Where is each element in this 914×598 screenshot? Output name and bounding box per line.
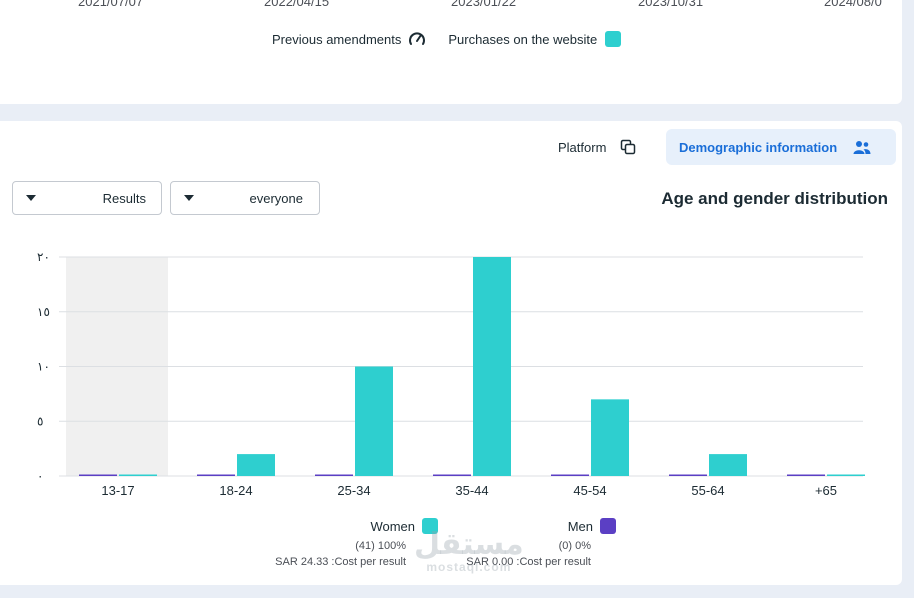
y-tick-label: ٢٠ [37, 250, 50, 264]
tab-demographic-information[interactable]: Demographic information [666, 129, 896, 165]
caret-down-icon [184, 195, 194, 201]
legend-women[interactable]: Women (41) 100% SAR 24.33 :Cost per resu… [268, 518, 438, 570]
x-tick-label: +65 [815, 483, 837, 498]
watermark-arabic: مستقل [414, 528, 524, 561]
bar-men [669, 474, 707, 476]
women-swatch [422, 518, 438, 534]
bar-men [315, 474, 353, 476]
bar-men [551, 474, 589, 476]
y-tick-label: ٥ [37, 414, 43, 428]
chart-title: Age and gender distribution [661, 189, 888, 208]
legend-label: Purchases on the website [448, 31, 598, 47]
people-icon [853, 141, 871, 154]
legend-men[interactable]: Men (0) 0% SAR 0.00 :Cost per result [456, 518, 626, 570]
legend-count: (0) 0% [558, 540, 591, 552]
caret-down-icon [26, 195, 36, 201]
bar-men [197, 474, 235, 476]
date-label: 2023/01/22 [451, 0, 517, 9]
purchases-swatch [605, 31, 622, 47]
men-swatch [600, 518, 616, 534]
bar-women [237, 454, 275, 476]
dropdown-value: everyone [249, 191, 303, 206]
legend-label: Women [370, 518, 415, 534]
copy-icon [621, 139, 636, 155]
date-label: 2024/08/0 [824, 0, 882, 9]
tab-label: Platform [558, 139, 607, 155]
metric-dropdown[interactable]: Results [12, 181, 162, 215]
bar-women [355, 366, 393, 476]
x-axis-dates: 2021/07/07 2022/04/15 2023/01/22 2023/10… [0, 0, 902, 10]
bar-women [119, 474, 157, 476]
tab-platform[interactable]: Platform [558, 139, 636, 155]
legend-cost: SAR 0.00 :Cost per result [466, 556, 591, 568]
x-tick-label: 55-64 [691, 483, 724, 498]
bar-women [473, 257, 511, 476]
x-tick-label: 45-54 [573, 483, 606, 498]
bar-women [709, 454, 747, 476]
x-tick-label: 25-34 [337, 483, 370, 498]
audience-dropdown[interactable]: everyone [170, 181, 320, 215]
age-gender-bar-chart: ٠ ٥ ١٠ ١٥ ٢٠ 13-17 18-24 25-34 35-44 45-54 55-64 +6… [37, 250, 865, 498]
bar-women [591, 399, 629, 476]
y-tick-label: ١٥ [37, 305, 50, 319]
x-tick-label: 35-44 [455, 483, 488, 498]
watermark-latin: mostaql.com [426, 560, 512, 574]
tab-label: Demographic information [679, 139, 838, 155]
bar-men [787, 474, 825, 476]
dropdown-value: Results [102, 191, 146, 206]
date-label: 2023/10/31 [638, 0, 704, 9]
x-tick-label: 18-24 [219, 483, 252, 498]
bar-men [433, 474, 471, 476]
trend-legend: Previous amendments Purchases on the web… [272, 31, 622, 47]
y-tick-label: ٠ [37, 469, 43, 483]
legend-purchases[interactable]: Purchases on the website [448, 31, 622, 47]
bar-men [79, 474, 117, 476]
legend-label: Men [567, 518, 593, 534]
date-label: 2021/07/07 [78, 0, 144, 9]
watermark: مستقل mostaql.com [414, 528, 524, 575]
trend-chart-card: 2021/07/07 2022/04/15 2023/01/22 2023/10… [0, 0, 902, 104]
bar-women [827, 474, 865, 476]
x-tick-label: 13-17 [101, 483, 134, 498]
legend-count: (41) 100% [355, 540, 406, 552]
gauge-icon [409, 32, 426, 45]
y-tick-label: ١٠ [37, 360, 50, 374]
legend-label: Previous amendments [272, 31, 402, 47]
date-label: 2022/04/15 [264, 0, 330, 9]
legend-previous-amendments[interactable]: Previous amendments [272, 31, 426, 47]
legend-cost: SAR 24.33 :Cost per result [275, 556, 406, 568]
